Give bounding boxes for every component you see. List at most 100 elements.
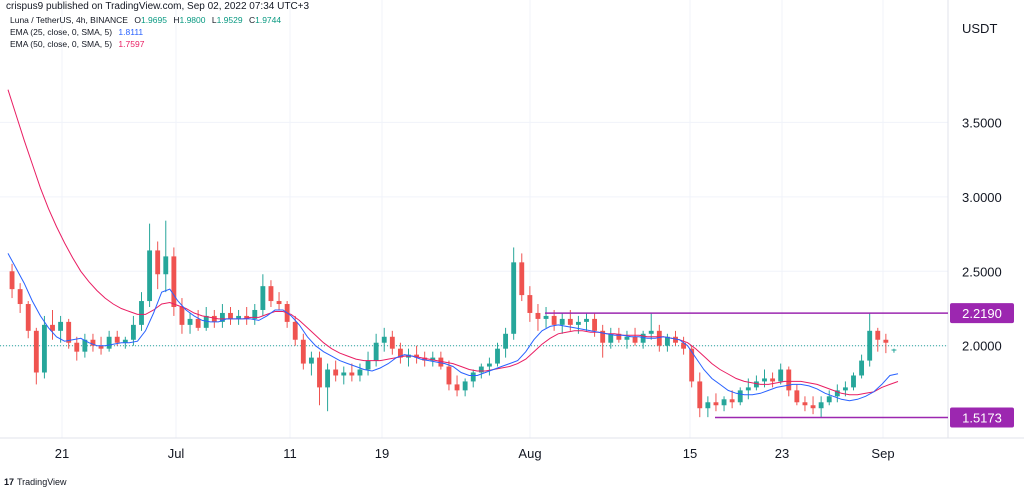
candle-body	[268, 286, 274, 302]
candle-body	[41, 324, 47, 373]
x-tick-label: 15	[683, 446, 697, 461]
candle-body	[74, 342, 80, 352]
candle-body	[389, 336, 395, 349]
candle-body	[575, 321, 581, 325]
ema25-line	[7, 253, 899, 402]
ema25-label: EMA (25, close, 0, SMA, 5)	[10, 27, 113, 37]
candle-body	[187, 318, 193, 325]
candle-body	[592, 318, 598, 331]
candle-body	[818, 402, 824, 409]
symbol-label: Luna / TetherUS, 4h, BINANCE	[10, 15, 128, 25]
candle-body	[179, 307, 185, 325]
candle-body	[753, 381, 759, 388]
candle-body	[802, 402, 808, 406]
candle-body	[260, 286, 266, 310]
x-tick-label: 21	[55, 446, 69, 461]
candle-body	[664, 336, 670, 346]
candle-body	[90, 339, 96, 346]
candle-body	[891, 349, 897, 351]
x-tick-label: 23	[775, 446, 789, 461]
level-price-label: 2.2190	[962, 306, 1002, 321]
candle-body	[171, 256, 177, 307]
candle-body	[867, 330, 873, 361]
candle-body	[98, 345, 104, 349]
ema25-row: EMA (25, close, 0, SMA, 5) 1.8111	[10, 26, 281, 38]
tradingview-brand: TradingView	[17, 477, 67, 487]
candle-body	[381, 336, 387, 343]
candle-body	[559, 318, 565, 325]
candle-body	[632, 336, 638, 343]
candle-body	[438, 357, 444, 367]
ema25-value: 1.8111	[118, 27, 144, 37]
candle-body	[397, 348, 403, 358]
candle-body	[478, 366, 484, 373]
candle-body	[729, 399, 735, 403]
candle-body	[300, 339, 306, 364]
y-tick-label: 3.0000	[962, 190, 1002, 205]
tradingview-logo-icon: 17	[4, 477, 15, 487]
candle-body	[486, 363, 492, 367]
low-label: L	[211, 15, 217, 25]
candle-body	[616, 333, 622, 340]
candle-body	[462, 381, 468, 391]
candle-body	[130, 324, 136, 340]
candle-body	[276, 301, 282, 305]
candle-body	[851, 375, 856, 388]
candle-body	[470, 372, 476, 382]
candle-body	[810, 405, 816, 409]
candle-body	[114, 336, 120, 343]
candle-body	[519, 262, 525, 296]
candle-body	[608, 333, 614, 343]
candlestick-series	[9, 220, 897, 418]
candle-body	[842, 387, 848, 391]
x-tick-label: Jul	[168, 446, 185, 461]
candle-body	[624, 336, 630, 340]
candle-body	[794, 390, 800, 403]
candle-body	[567, 318, 573, 325]
candle-body	[495, 348, 500, 364]
candle-body	[228, 312, 233, 319]
candle-body	[503, 333, 509, 349]
candle-body	[211, 315, 217, 322]
publish-info: crispus9 published on TradingView.com, S…	[6, 1, 310, 12]
y-tick-label: 3.5000	[962, 115, 1002, 130]
close-value: 1.9744	[255, 15, 282, 25]
low-value: 1.9529	[216, 15, 243, 25]
candle-body	[778, 369, 784, 382]
candle-body	[430, 357, 436, 361]
candle-body	[33, 330, 39, 373]
candle-body	[422, 357, 428, 361]
candle-body	[106, 336, 112, 349]
candle-body	[292, 321, 298, 340]
candle-body	[511, 262, 517, 334]
candle-body	[656, 330, 662, 346]
horizontal-levels[interactable]: 2.2190 1.5173	[545, 303, 1014, 428]
high-label: H	[173, 15, 180, 25]
candle-body	[244, 315, 250, 319]
candle-body	[543, 315, 549, 319]
candle-body	[737, 390, 743, 403]
candle-body	[713, 402, 719, 406]
candle-body	[236, 315, 242, 319]
legend: Luna / TetherUS, 4h, BINANCE O1.9695 H1.…	[10, 14, 281, 50]
candle-body	[689, 348, 695, 382]
candle-body	[25, 304, 31, 331]
candle-body	[584, 318, 589, 322]
grid	[0, 0, 948, 438]
y-axis-ticks: 3.5000 3.0000 2.5000 2.0000	[962, 115, 1002, 353]
candle-body	[9, 271, 15, 290]
candle-body	[82, 339, 88, 352]
ema50-row: EMA (50, close, 0, SMA, 5) 1.7597	[10, 38, 281, 50]
candle-body	[308, 357, 314, 364]
candle-body	[325, 369, 331, 388]
level-price-tag	[950, 303, 1014, 324]
candle-body	[786, 369, 792, 391]
candle-body	[527, 295, 533, 313]
candle-body	[58, 321, 64, 331]
candle-body	[139, 301, 144, 325]
candle-body	[203, 315, 209, 328]
candle-body	[219, 312, 225, 322]
footer: 17 TradingView	[4, 477, 67, 487]
x-tick-label: Aug	[518, 446, 541, 461]
